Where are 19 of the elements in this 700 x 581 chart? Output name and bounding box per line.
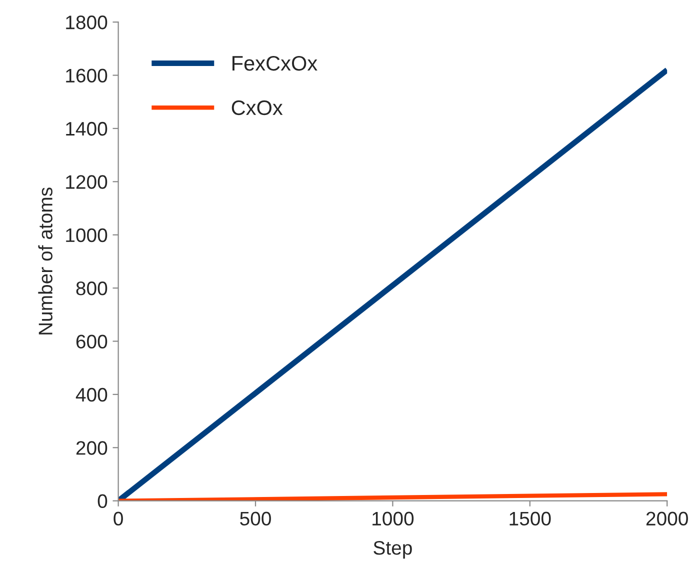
y-tick-label: 1800 <box>66 16 108 30</box>
x-tick-label: 1000 <box>372 512 414 526</box>
y-tick-label: 1200 <box>66 175 108 189</box>
y-tick-label: 800 <box>76 282 108 296</box>
y-axis-title: Number of atoms <box>38 188 52 334</box>
legend-label: FexCxOx <box>232 56 318 71</box>
y-tick-label: 0 <box>98 494 108 508</box>
y-tick-label: 1600 <box>66 68 108 83</box>
x-tick-label: 2000 <box>646 512 688 526</box>
y-tick-label: 400 <box>76 388 108 402</box>
x-tick-label: 1500 <box>510 512 551 526</box>
x-tick-label: 0 <box>114 512 123 526</box>
y-tick-label: 1000 <box>66 228 108 242</box>
y-tick-label: 1400 <box>66 122 108 136</box>
x-axis-title: Step <box>374 540 412 559</box>
y-tick-label: 600 <box>76 334 108 348</box>
y-tick-label: 200 <box>76 441 108 455</box>
legend-label: CxOx <box>232 100 283 116</box>
x-tick-label: 500 <box>240 512 271 526</box>
